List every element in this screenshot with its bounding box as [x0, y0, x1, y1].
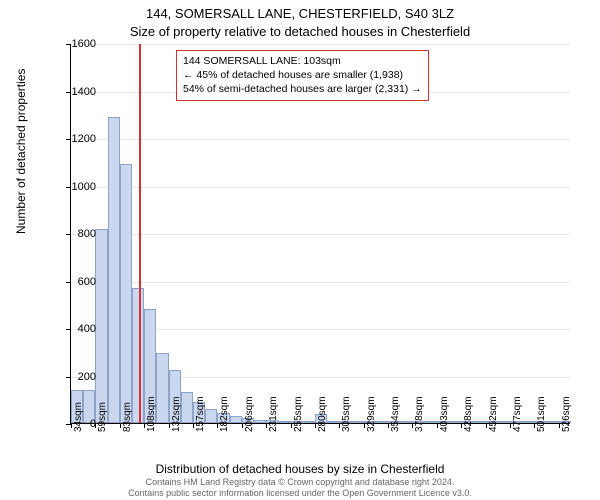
footer-line2: Contains public sector information licen… [0, 488, 600, 498]
marker-line [139, 44, 141, 423]
histogram-bar [181, 392, 193, 423]
histogram-bar [449, 421, 461, 423]
y-axis-label: Number of detached properties [14, 69, 28, 234]
gridline [71, 187, 570, 188]
xtick-mark [510, 423, 511, 428]
xtick-label: 206sqm [244, 396, 255, 432]
histogram-bar [351, 421, 363, 423]
histogram-bar [120, 164, 132, 423]
histogram-bar [95, 229, 107, 423]
xtick-label: 354sqm [390, 396, 401, 432]
xtick-label: 255sqm [293, 396, 304, 432]
xtick-mark [315, 423, 316, 428]
xtick-mark [169, 423, 170, 428]
xtick-mark [388, 423, 389, 428]
histogram-bar [498, 421, 510, 423]
histogram-bar [473, 421, 485, 423]
annotation-line3: 54% of semi-detached houses are larger (… [183, 82, 422, 96]
ytick-label: 200 [36, 371, 96, 383]
xtick-label: 452sqm [488, 396, 499, 432]
xtick-mark [486, 423, 487, 428]
xtick-label: 305sqm [341, 396, 352, 432]
xtick-label: 477sqm [512, 396, 523, 432]
xtick-label: 83sqm [122, 402, 133, 432]
histogram-bar [205, 409, 217, 423]
histogram-bar [522, 421, 534, 423]
xtick-label: 280sqm [317, 396, 328, 432]
footer-line1: Contains HM Land Registry data © Crown c… [0, 477, 600, 487]
xtick-label: 378sqm [414, 396, 425, 432]
xtick-label: 157sqm [195, 396, 206, 432]
histogram-bar [132, 288, 144, 423]
ytick-label: 0 [36, 418, 96, 430]
chart-title-line1: 144, SOMERSALL LANE, CHESTERFIELD, S40 3… [0, 6, 600, 21]
xtick-label: 182sqm [219, 396, 230, 432]
x-axis-label: Distribution of detached houses by size … [0, 462, 600, 476]
chart-title-line2: Size of property relative to detached ho… [0, 24, 600, 39]
xtick-label: 59sqm [97, 402, 108, 432]
xtick-mark [364, 423, 365, 428]
annotation-line2: ← 45% of detached houses are smaller (1,… [183, 68, 422, 82]
xtick-label: 34sqm [73, 402, 84, 432]
xtick-mark [242, 423, 243, 428]
ytick-label: 800 [36, 228, 96, 240]
annotation-box: 144 SOMERSALL LANE: 103sqm← 45% of detac… [176, 50, 429, 101]
ytick-label: 1200 [36, 133, 96, 145]
histogram-bar [108, 117, 120, 423]
xtick-mark [193, 423, 194, 428]
xtick-mark [120, 423, 121, 428]
histogram-bar [254, 420, 266, 423]
histogram-bar [278, 421, 290, 423]
histogram-bar [327, 421, 339, 423]
xtick-mark [437, 423, 438, 428]
xtick-mark [559, 423, 560, 428]
histogram-bar [156, 353, 168, 423]
ytick-label: 600 [36, 276, 96, 288]
histogram-bar [400, 421, 412, 423]
xtick-label: 132sqm [171, 396, 182, 432]
xtick-label: 526sqm [561, 396, 572, 432]
xtick-label: 231sqm [268, 396, 279, 432]
ytick-label: 1600 [36, 38, 96, 50]
xtick-mark [291, 423, 292, 428]
histogram-bar [547, 421, 559, 423]
gridline [71, 282, 570, 283]
gridline [71, 234, 570, 235]
ytick-label: 400 [36, 323, 96, 335]
xtick-label: 108sqm [146, 396, 157, 432]
xtick-label: 329sqm [366, 396, 377, 432]
histogram-bar [425, 421, 437, 423]
histogram-bar [230, 416, 242, 423]
xtick-mark [144, 423, 145, 428]
histogram-bar [303, 421, 315, 423]
histogram-bar [376, 421, 388, 423]
plot-area: 144 SOMERSALL LANE: 103sqm← 45% of detac… [70, 44, 570, 424]
chart-footer: Contains HM Land Registry data © Crown c… [0, 477, 600, 498]
annotation-line1: 144 SOMERSALL LANE: 103sqm [183, 54, 422, 68]
ytick-label: 1400 [36, 86, 96, 98]
xtick-label: 428sqm [463, 396, 474, 432]
gridline [71, 139, 570, 140]
gridline [71, 44, 570, 45]
xtick-label: 501sqm [536, 396, 547, 432]
xtick-label: 403sqm [439, 396, 450, 432]
ytick-label: 1000 [36, 181, 96, 193]
chart-container: 144, SOMERSALL LANE, CHESTERFIELD, S40 3… [0, 0, 600, 500]
xtick-mark [266, 423, 267, 428]
